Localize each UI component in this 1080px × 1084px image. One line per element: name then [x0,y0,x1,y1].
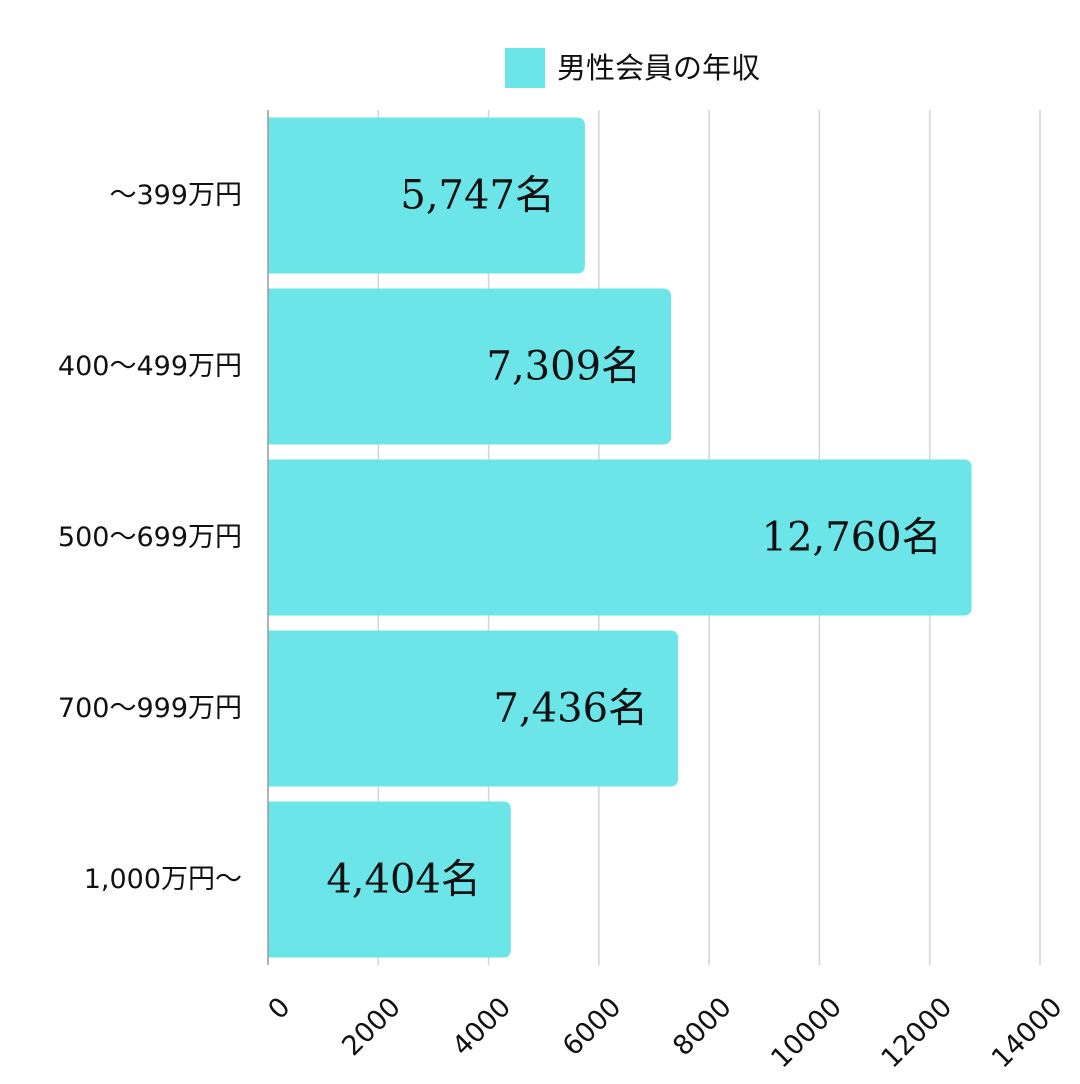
label-layer: ～399万円 5,747名 400～499万円 7,309名 500～699万円 12,7… [58,173,942,903]
bar-layer [268,117,972,958]
x-tick-label: 4000 [447,992,518,1063]
legend-swatch [505,48,545,88]
legend: 男性会員の年収 [505,48,760,88]
data-label: 7,436名 [494,686,649,732]
x-tick-label: 14000 [986,992,1069,1075]
bar [268,459,972,616]
bar [268,117,585,274]
bar [268,630,679,787]
bar [268,288,672,445]
x-tick-label: 12000 [876,992,959,1075]
legend-label: 男性会員の年収 [557,51,760,85]
bar [268,801,511,958]
x-tick-label: 6000 [557,992,628,1063]
y-category-label: 400～499万円 [58,351,242,382]
y-category-label: ～399万円 [109,180,242,211]
data-label: 7,309名 [487,344,642,390]
x-tick-label: 10000 [765,992,848,1075]
x-tick-label: 8000 [667,992,738,1063]
x-tick-label: 2000 [336,992,407,1063]
data-label: 12,760名 [762,515,942,561]
y-category-label: 500～699万円 [58,522,242,553]
y-category-label: 1,000万円～ [84,864,242,895]
y-category-label: 700～999万円 [58,693,242,724]
x-tick-label: 0 [262,992,296,1026]
data-label: 5,747名 [400,173,555,219]
data-label: 4,404名 [326,857,481,903]
